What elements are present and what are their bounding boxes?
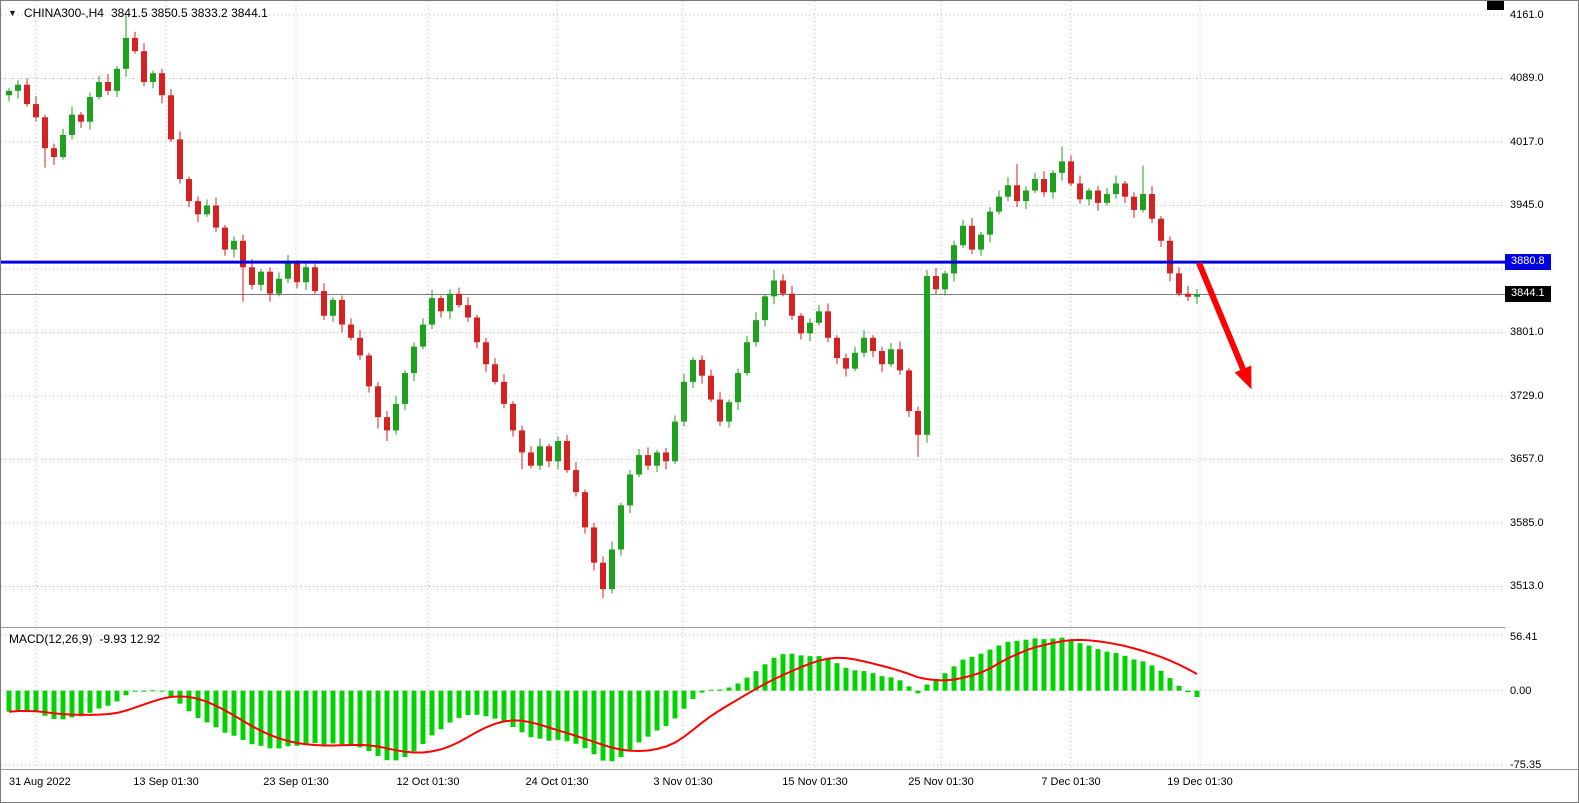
price-axis-label: 3729.0 xyxy=(1510,389,1544,402)
price-axis-label: 4161.0 xyxy=(1510,9,1544,21)
price-axis-label: 4017.0 xyxy=(1510,135,1544,148)
quote-ohlc-label: 3841.5 3850.5 3833.2 3844.1 xyxy=(110,6,268,20)
time-axis-label: 24 Oct 01:30 xyxy=(525,776,589,788)
hline-price-badge: 3880.8 xyxy=(1505,254,1551,271)
last-price-badge: 3844.1 xyxy=(1505,286,1551,303)
price-axis-label: 4089.0 xyxy=(1510,72,1544,85)
candlestick-series xyxy=(6,15,1200,598)
time-axis-label: 15 Nov 01:30 xyxy=(782,776,848,788)
time-axis-label: 13 Sep 01:30 xyxy=(133,776,199,788)
chart-shift-marker[interactable] xyxy=(1487,1,1504,10)
symbol-period-label: CHINA300-,H4 xyxy=(23,6,104,20)
trend-arrow-annotation[interactable] xyxy=(1196,261,1252,390)
price-axis-label: 3657.0 xyxy=(1510,453,1544,466)
macd-values-label: -9.93 12.92 xyxy=(99,632,161,646)
time-axis-label: 31 Aug 2022 xyxy=(9,776,71,788)
price-axis-label: 3513.0 xyxy=(1510,580,1544,593)
price-axis-label: 3585.0 xyxy=(1510,516,1544,529)
macd-axis-label: 56.41 xyxy=(1510,631,1538,643)
time-axis-label: 25 Nov 01:30 xyxy=(908,776,974,788)
macd-signal-line xyxy=(8,638,1198,754)
macd-axis-label: -75.35 xyxy=(1510,758,1542,771)
time-axis-label: 23 Sep 01:30 xyxy=(263,776,329,788)
time-axis-label: 19 Dec 01:30 xyxy=(1167,776,1233,788)
symbol-info-bar: ▼ CHINA300-,H4 3841.5 3850.5 3833.2 3844… xyxy=(8,6,268,20)
price-axis-label: 3945.0 xyxy=(1510,199,1544,212)
price-axis-label: 3801.0 xyxy=(1510,326,1544,339)
grid-layer xyxy=(1,1,1505,769)
chart-symbol-marker-icon: ▼ xyxy=(8,7,17,18)
time-axis[interactable]: 31 Aug 2022 13 Sep 01:30 23 Sep 01:30 12 Oc… xyxy=(1,770,1578,802)
macd-indicator-label: MACD(12,26,9) -9.93 12.92 xyxy=(9,632,160,646)
macd-axis-label: 0.00 xyxy=(1510,684,1532,697)
macd-layer xyxy=(6,637,1200,762)
time-axis-label: 3 Nov 01:30 xyxy=(653,776,713,788)
macd-name-label: MACD(12,26,9) xyxy=(9,632,93,646)
time-axis-label: 12 Oct 01:30 xyxy=(396,776,460,788)
price-axis[interactable]: 4161.0 4089.0 4017.0 3945.0 3801.0 3729.0 3657… xyxy=(1505,1,1578,771)
time-axis-label: 7 Dec 01:30 xyxy=(1041,776,1101,788)
